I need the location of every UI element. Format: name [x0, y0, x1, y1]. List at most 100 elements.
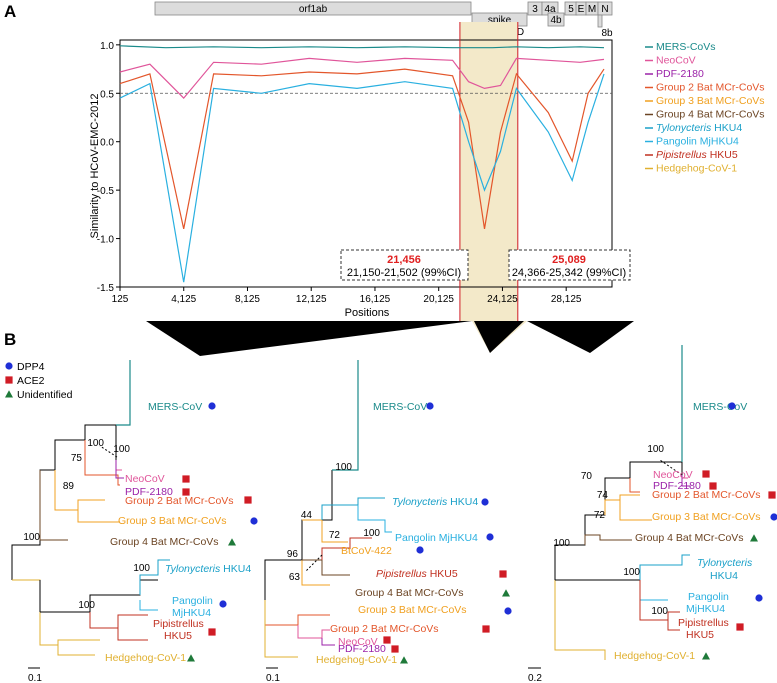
- bootstrap-value: 100: [133, 563, 150, 574]
- x-axis-title: Positions: [345, 307, 390, 319]
- tree-tip-label: Hedgehog-CoV-1: [105, 652, 186, 664]
- legend-item: Pangolin MjHKU4: [656, 136, 739, 148]
- tree-tip-label: Hedgehog-CoV-1: [316, 654, 397, 666]
- panel-b-label: B: [4, 330, 16, 349]
- tree-branch: [302, 559, 350, 576]
- legend-item: MERS-CoVs: [656, 41, 716, 53]
- tree-tip-label: Pangolin MjHKU4: [395, 532, 478, 544]
- genome-block: [597, 14, 603, 28]
- dpp4-marker: [770, 513, 777, 521]
- ace2-marker: [768, 491, 776, 499]
- ace2-marker: [499, 570, 507, 578]
- tree-branch: [11, 424, 117, 580]
- tree-branch: [115, 460, 124, 479]
- tree-tip-label: NeoCoV: [653, 469, 693, 481]
- tree-branch: [139, 559, 170, 595]
- series-line: [119, 45, 605, 49]
- ace2-marker: [208, 628, 216, 636]
- tree-tip-label: HKU4: [710, 570, 738, 582]
- breakpoint-right-ci: 24,366-25,342 (99%CI): [512, 267, 626, 279]
- bootstrap-value: 44: [301, 510, 313, 521]
- tree-tip-label: MERS-CoV: [373, 401, 427, 413]
- genome-label: 4b: [550, 15, 562, 26]
- legend-item: Group 2 Bat MCr-CoVs: [656, 82, 765, 94]
- tree-branch: [554, 461, 683, 580]
- phylogenetic-trees: 1001007589100100100MERS-CoVNeoCoVPDF-218…: [11, 345, 777, 683]
- legend-item: Group 3 Bat MCr-CoVs: [656, 95, 765, 107]
- bootstrap-value: 100: [23, 532, 40, 543]
- x-tick-label: 8,125: [235, 294, 260, 305]
- legend-item: Group 4 Bat MCr-CoVs: [656, 109, 765, 121]
- tree-branch: [667, 620, 680, 631]
- unidentified-marker: [702, 652, 710, 660]
- tree-branch: [639, 554, 690, 580]
- bootstrap-value: 100: [651, 606, 668, 617]
- tree-branch: [321, 537, 372, 560]
- y-tick-label: 1.0: [100, 41, 114, 52]
- tree-tip-label: Pipistrellus: [678, 617, 729, 629]
- plot-frame: [119, 39, 613, 288]
- genome-label: 3: [532, 4, 538, 15]
- unidentified-marker: [5, 390, 13, 398]
- tree-branch: [332, 360, 359, 471]
- similarity-curves: [119, 45, 605, 283]
- tree-tip-label: Pangolin: [172, 595, 213, 607]
- tree-branch: [301, 560, 330, 586]
- ace2-marker: [5, 376, 13, 384]
- tree-tip-label: Tylonycteris HKU4: [392, 496, 478, 508]
- tree-tip-label: HKU5: [164, 630, 192, 642]
- tree-tip-label: Group 2 Bat MCr-CoVs: [125, 495, 234, 507]
- tree-branch: [554, 580, 606, 660]
- y-tick-label: 0.0: [100, 138, 114, 149]
- dpp4-marker: [416, 546, 424, 554]
- bootstrap-value: 100: [78, 600, 95, 611]
- legend-item: Hedgehog-CoV-1: [656, 163, 737, 175]
- dpp4-marker: [208, 402, 216, 410]
- tree-branch: [584, 534, 632, 545]
- tree-branch: [117, 628, 148, 641]
- legend-item: Tylonycteris HKU4: [656, 122, 742, 134]
- y-tick-label: 0.5: [100, 89, 114, 100]
- bootstrap-value: 100: [623, 567, 640, 578]
- scale-label: 0.2: [528, 673, 542, 683]
- breakpoint-left-ci: 21,150-21,502 (99%CI): [347, 267, 461, 279]
- tree-branch: [619, 500, 652, 521]
- bootstrap-value: 100: [553, 538, 570, 549]
- genome-map: orf1abspike34a4b5EMN8bRBD: [154, 1, 613, 39]
- dpp4-marker: [250, 517, 258, 525]
- series-line: [119, 73, 605, 283]
- dpp4-marker: [755, 594, 763, 602]
- ace2-marker: [702, 470, 710, 478]
- tree-branch: [302, 519, 348, 543]
- unidentified-marker: [187, 654, 195, 662]
- genome-block: [154, 1, 472, 16]
- tree-tip-label: Group 3 Bat MCr-CoVs: [652, 511, 761, 523]
- legend-item: NeoCoV: [656, 55, 696, 67]
- ace2-marker: [709, 482, 717, 490]
- dpp4-marker: [481, 498, 489, 506]
- tree-tip-label: NeoCoV: [125, 473, 165, 485]
- genome-label: spike: [488, 15, 512, 26]
- breakpoint-left-box: 21,456 21,150-21,502 (99%CI): [340, 249, 469, 281]
- bootstrap-value: 89: [63, 481, 75, 492]
- tree-tip-label: Pangolin: [688, 591, 729, 603]
- panel-a-label: A: [4, 2, 16, 21]
- tree-tip-label: Group 2 Bat MCr-CoVs: [652, 489, 761, 501]
- dpp4-marker: [486, 533, 494, 541]
- tree-3: 100 70 74 72 100 100 100 MERS-CoV NeoCoVPDF-2180…: [528, 345, 777, 683]
- tree-tip-label: Tylonycteris HKU4: [165, 563, 251, 575]
- genome-label: M: [588, 4, 596, 15]
- tree-tip-label: MjHKU4: [172, 607, 211, 619]
- genome-label: 4a: [544, 4, 556, 15]
- tree-branch: [264, 470, 333, 600]
- tree-tip-label: Group 3 Bat MCr-CoVs: [118, 515, 227, 527]
- y-axis-title: Similarity to HCoV-EMC-2012: [89, 94, 101, 239]
- ace2-marker: [182, 475, 190, 483]
- genome-label: orf1ab: [299, 4, 328, 15]
- dpp4-marker: [426, 402, 434, 410]
- bootstrap-value: 100: [335, 462, 352, 473]
- tree-branch: [12, 579, 95, 656]
